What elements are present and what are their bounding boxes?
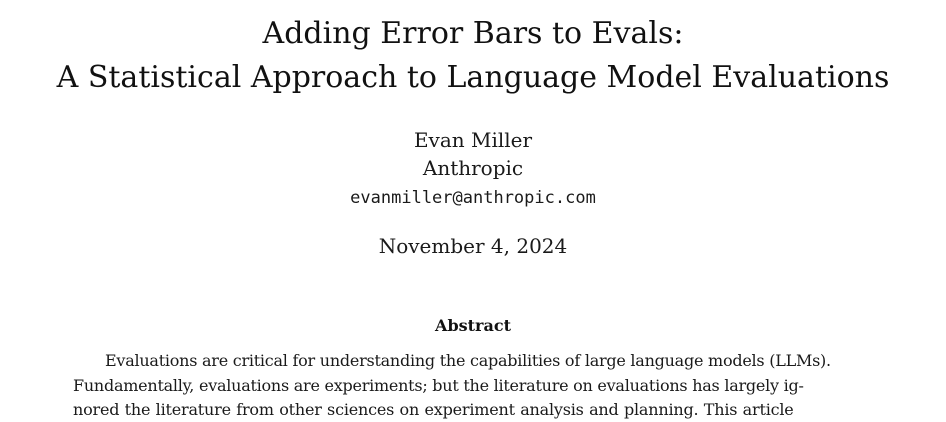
publication-date: November 4, 2024 — [378, 234, 568, 258]
abstract-line: Evaluations are critical for understandi… — [105, 351, 831, 370]
author-affiliation: Anthropic — [422, 156, 524, 180]
abstract-line: nored the literature from other sciences… — [73, 400, 794, 419]
author-name: Evan Miller — [413, 128, 533, 152]
abstract-line: Fundamentally, evaluations are experimen… — [73, 376, 804, 395]
paper-title-line-1: Adding Error Bars to Evals: — [262, 16, 684, 51]
paper-title-line-2: A Statistical Approach to Language Model… — [56, 60, 890, 95]
author-email: evanmiller@anthropic.com — [350, 188, 596, 208]
abstract-heading: Abstract — [435, 316, 511, 335]
